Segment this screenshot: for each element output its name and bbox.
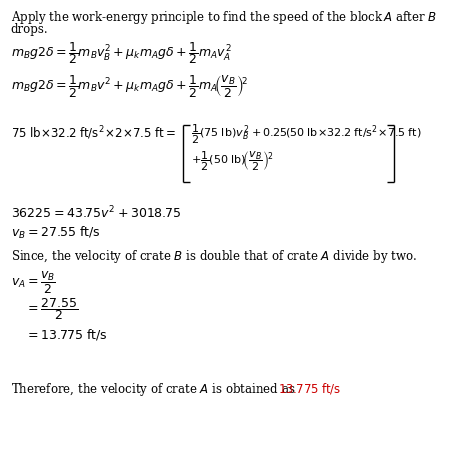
Text: $36225 = 43.75v^2+3018.75$: $36225 = 43.75v^2+3018.75$	[11, 205, 182, 221]
Text: Apply the work-energy principle to find the speed of the block$\,A$ after $B$: Apply the work-energy principle to find …	[11, 9, 437, 26]
Text: Since, the velocity of crate $B$ is double that of crate $A$ divide by two.: Since, the velocity of crate $B$ is doub…	[11, 247, 417, 264]
Text: drops.: drops.	[11, 23, 48, 36]
Text: $m_Bg2\delta = \dfrac{1}{2}m_Bv_B^2 + \mu_k m_A g\delta + \dfrac{1}{2}m_A v_A^{\: $m_Bg2\delta = \dfrac{1}{2}m_Bv_B^2 + \m…	[11, 40, 232, 66]
Text: $75\;\mathrm{lb}\!\times\!32.2\;\mathrm{ft/s}^2\!\times\!2\!\times\!7.5\;\mathrm: $75\;\mathrm{lb}\!\times\!32.2\;\mathrm{…	[11, 125, 176, 142]
Text: $v_B=27.55\;\mathrm{ft/s}$: $v_B=27.55\;\mathrm{ft/s}$	[11, 225, 100, 242]
Text: $=13.775\;\mathrm{ft/s}$: $=13.775\;\mathrm{ft/s}$	[25, 327, 108, 343]
Text: $+\dfrac{1}{2}(50\;\mathrm{lb})\!\left(\dfrac{v_B}{2}\right)^{\!2}$: $+\dfrac{1}{2}(50\;\mathrm{lb})\!\left(\…	[191, 149, 273, 172]
Text: $\dfrac{1}{2}(75\;\mathrm{lb})v_B^{\,2}+0.25\!\left(50\;\mathrm{lb}\!\times\!32.: $\dfrac{1}{2}(75\;\mathrm{lb})v_B^{\,2}+…	[191, 123, 421, 146]
Text: $13.775\;\mathrm{ft/s}$: $13.775\;\mathrm{ft/s}$	[278, 381, 342, 396]
Text: $v_A=\dfrac{v_B}{2}$: $v_A=\dfrac{v_B}{2}$	[11, 270, 55, 296]
Text: $=\dfrac{27.55}{2}$: $=\dfrac{27.55}{2}$	[25, 296, 78, 322]
Text: $m_Bg2\delta = \dfrac{1}{2}m_Bv^2 + \mu_k m_A g\delta + \dfrac{1}{2}m_A\!\left(\: $m_Bg2\delta = \dfrac{1}{2}m_Bv^2 + \mu_…	[11, 74, 248, 100]
Text: Therefore, the velocity of crate $A$ is obtained as: Therefore, the velocity of crate $A$ is …	[11, 381, 296, 398]
